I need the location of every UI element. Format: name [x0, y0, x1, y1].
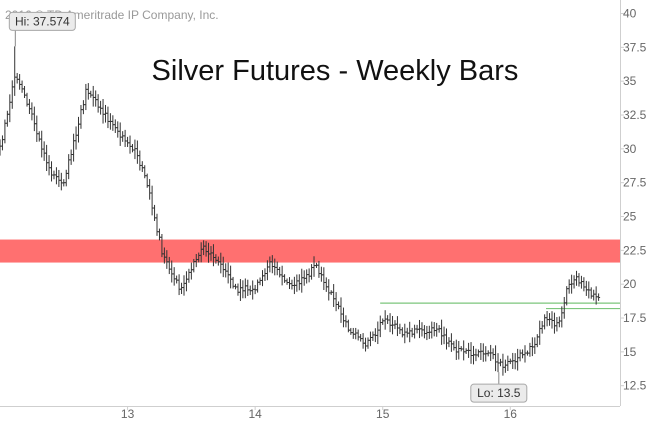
- hi-label: Hi: 37.574: [15, 14, 70, 28]
- x-axis: 13 14 15 16: [121, 406, 517, 421]
- x-tick-label: 16: [504, 407, 518, 421]
- zone-layer: [0, 239, 620, 263]
- y-axis: 12.5 15 17.5 20 22.5 25 27.5 30 32.5 35 37.5 40: [620, 7, 647, 393]
- y-tick-label: 37.5: [623, 40, 647, 54]
- y-tick-label: 20: [623, 277, 637, 291]
- y-tick-label: 17.5: [623, 311, 647, 325]
- lo-callout: Lo: 13.5: [470, 372, 528, 403]
- resistance-zone: [0, 239, 620, 263]
- y-tick-label: 15: [623, 345, 637, 359]
- support-layer: [380, 302, 620, 310]
- y-tick-label: 30: [623, 142, 637, 156]
- x-tick-label: 14: [248, 407, 262, 421]
- y-tick-label: 40: [623, 7, 637, 21]
- hi-callout: Hi: 37.574: [8, 11, 76, 47]
- y-tick-label: 35: [623, 74, 637, 88]
- y-tick-label: 25: [623, 210, 637, 224]
- y-tick-label: 27.5: [623, 176, 647, 190]
- y-tick-label: 22.5: [623, 243, 647, 257]
- ohlc-bar: [597, 293, 601, 301]
- annotation-layer: Hi: 37.574 Lo: 13.5: [8, 11, 528, 403]
- lo-label: Lo: 13.5: [477, 386, 521, 400]
- y-tick-label: 32.5: [623, 108, 647, 122]
- y-tick-label: 12.5: [623, 379, 647, 393]
- x-tick-label: 15: [376, 407, 390, 421]
- x-tick-label: 13: [121, 407, 135, 421]
- ohlc-bars: [0, 46, 601, 376]
- chart-title: Silver Futures - Weekly Bars: [152, 55, 519, 87]
